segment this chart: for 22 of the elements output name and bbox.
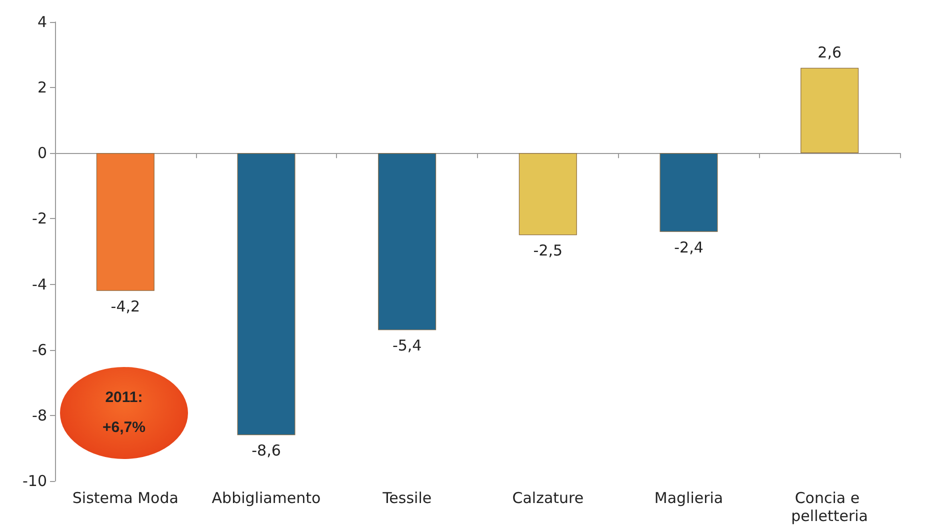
data-label: -8,6 [252,442,281,460]
x-tick-label: Abbigliamento [212,489,321,507]
annotation: 2011: +6,7% [102,388,146,438]
data-label: -4,2 [110,297,140,316]
x-tick-label: Concia e pelletteria [791,489,868,525]
y-tick-label: -8 [32,406,47,424]
y-tick-label: 2 [37,78,47,97]
data-label: 2,6 [818,43,842,62]
x-tick-label: Maglieria [654,489,724,507]
y-tick-label: -2 [32,210,47,228]
y-tick-label: -10 [22,472,47,490]
data-label: -2,5 [533,242,563,260]
x-tick-label: Sistema Moda [72,489,178,507]
y-tick-label: -4 [32,275,47,294]
y-tick-label: 0 [37,144,47,162]
x-tick-label: Tessile [382,489,432,507]
data-label: -2,4 [674,238,704,256]
data-label: -5,4 [392,336,422,355]
y-tick-label: -6 [32,340,47,359]
oval-badge: 2011: +6,7% [60,367,188,459]
y-tick-label: 4 [37,13,47,31]
x-tick-label: Calzature [512,489,584,507]
